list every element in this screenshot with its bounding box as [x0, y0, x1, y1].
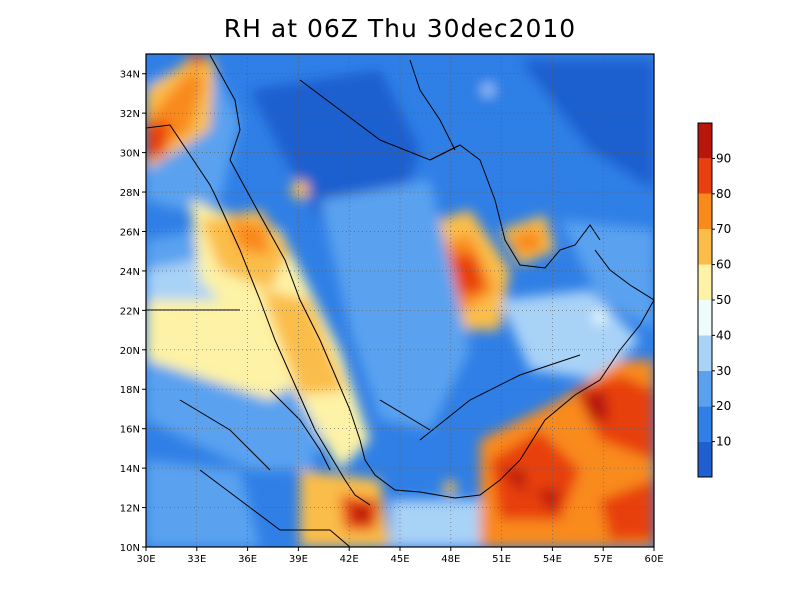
colorbar-label: 60: [716, 258, 731, 272]
lat-tick-label: 26N: [120, 227, 140, 238]
lat-tick-label: 32N: [120, 109, 140, 120]
lon-tick-label: 54E: [543, 554, 562, 565]
lat-tick-label: 14N: [120, 464, 140, 475]
lon-tick-label: 39E: [289, 554, 308, 565]
colorbar-swatch: [698, 193, 712, 230]
lon-tick-label: 48E: [441, 554, 460, 565]
lat-tick-label: 22N: [120, 306, 140, 317]
coastlines: [146, 54, 654, 547]
map-grid: [146, 54, 654, 547]
lat-tick-label: 34N: [120, 70, 140, 81]
lon-tick-label: 33E: [187, 554, 206, 565]
lon-tick-label: 57E: [594, 554, 613, 565]
colorbar-swatch: [698, 370, 712, 407]
latitude-axis: 10N 12N 14N 16N 18N 20N 22N 24N 26N 28N 30N 32N 34N: [120, 70, 146, 554]
colorbar-label: 30: [716, 364, 731, 378]
colorbar-swatch: [698, 406, 712, 442]
colorbar-label: 10: [716, 435, 731, 449]
colorbar-label: 20: [716, 399, 731, 413]
longitude-axis: 30E 33E 36E 39E 42E 45E 48E 51E 54E 57E 60E: [136, 547, 664, 565]
colorbar-label: 70: [716, 222, 731, 236]
lat-tick-label: 18N: [120, 385, 140, 396]
chart-title: RH at 06Z Thu 30dec2010: [223, 14, 577, 43]
lat-tick-label: 28N: [120, 188, 140, 199]
lon-tick-label: 60E: [644, 554, 663, 565]
colorbar-swatch: [698, 229, 712, 265]
lon-tick-label: 42E: [340, 554, 359, 565]
colorbar-swatch: [698, 264, 712, 300]
colorbar-swatch: [698, 441, 712, 477]
lat-tick-label: 12N: [120, 504, 140, 515]
colorbar: 10 20 30 40 50 60 70 80 90: [697, 122, 731, 478]
colorbar-swatch: [698, 158, 712, 194]
humidity-field: [146, 54, 654, 547]
lon-tick-label: 30E: [136, 554, 155, 565]
colorbar-swatch: [698, 335, 712, 371]
lat-tick-label: 30N: [120, 149, 140, 160]
lat-tick-label: 20N: [120, 346, 140, 357]
lon-tick-label: 45E: [390, 554, 409, 565]
lon-tick-label: 36E: [238, 554, 257, 565]
lat-tick-label: 10N: [120, 543, 140, 554]
lat-tick-label: 24N: [120, 267, 140, 278]
lat-tick-label: 16N: [120, 425, 140, 436]
lon-tick-label: 51E: [492, 554, 511, 565]
colorbar-label: 80: [716, 187, 731, 201]
colorbar-swatch: [698, 123, 712, 159]
colorbar-label: 40: [716, 328, 731, 342]
colorbar-label: 50: [716, 293, 731, 307]
colorbar-label: 90: [716, 151, 731, 165]
colorbar-swatch: [698, 300, 712, 336]
